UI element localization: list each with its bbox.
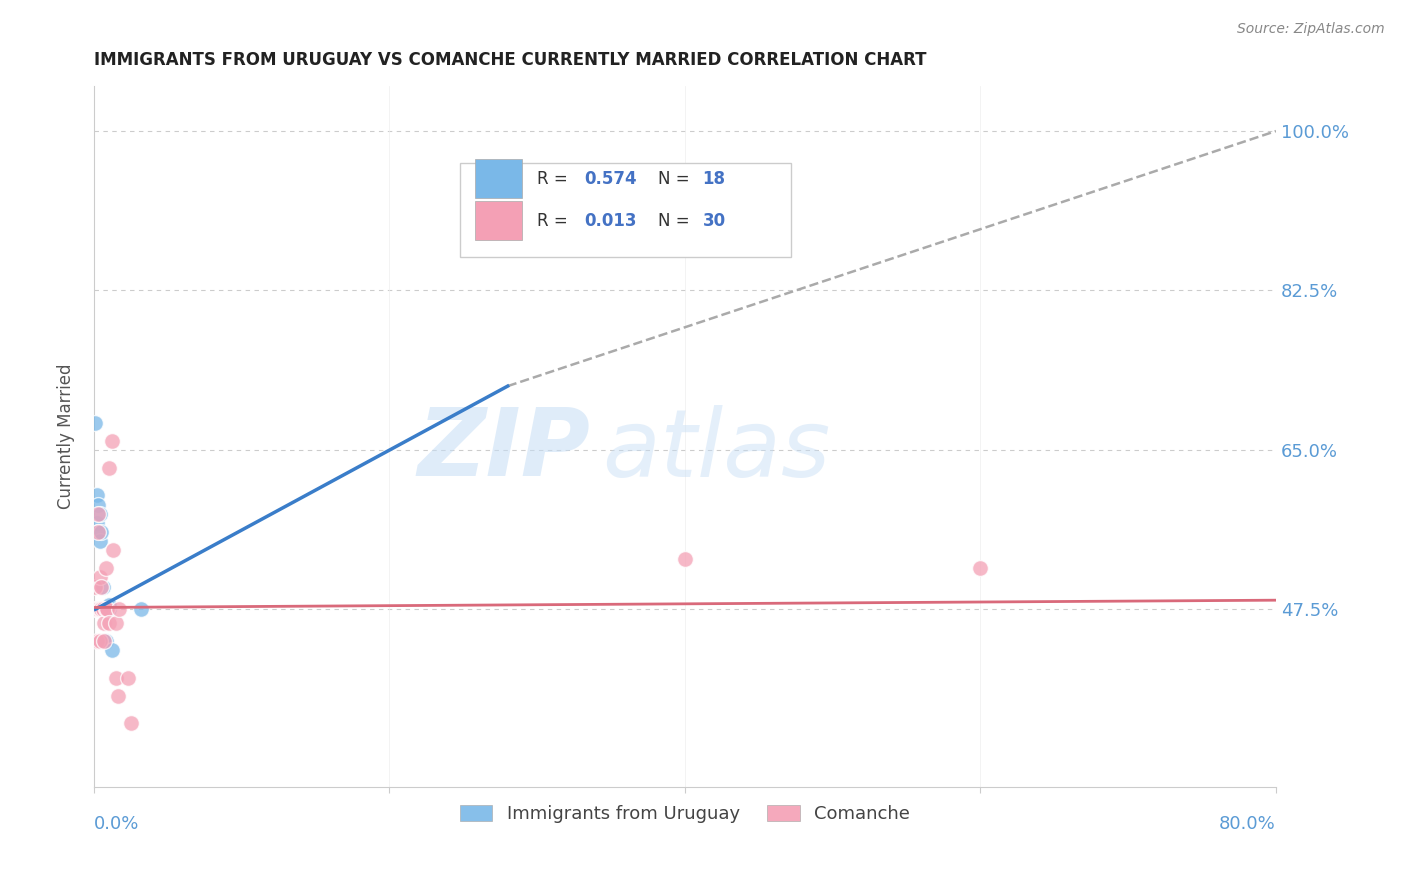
Point: [107, 689, 129, 703]
Point: [129, 602, 152, 616]
Text: 80.0%: 80.0%: [1219, 815, 1277, 833]
Point: [91, 580, 114, 594]
Point: [969, 561, 991, 575]
Text: R =: R =: [537, 169, 574, 188]
Point: [86, 634, 108, 648]
Text: 0.574: 0.574: [585, 169, 637, 188]
Point: [87, 602, 110, 616]
Point: [87, 524, 110, 539]
Legend: Immigrants from Uruguay, Comanche: Immigrants from Uruguay, Comanche: [453, 797, 917, 830]
Text: Source: ZipAtlas.com: Source: ZipAtlas.com: [1237, 22, 1385, 37]
Point: [94, 602, 117, 616]
Text: ZIP: ZIP: [418, 404, 591, 496]
Point: [87, 507, 110, 521]
Point: [84, 580, 107, 594]
Point: [97, 461, 120, 475]
Point: [100, 434, 122, 448]
Point: [120, 716, 142, 731]
Point: [117, 671, 139, 685]
Point: [89, 602, 111, 616]
Point: [94, 634, 117, 648]
Text: 30: 30: [703, 212, 725, 230]
Text: atlas: atlas: [602, 405, 831, 496]
Point: [93, 634, 115, 648]
Point: [97, 602, 120, 616]
FancyBboxPatch shape: [460, 162, 792, 258]
Text: IMMIGRANTS FROM URUGUAY VS COMANCHE CURRENTLY MARRIED CORRELATION CHART: IMMIGRANTS FROM URUGUAY VS COMANCHE CURR…: [94, 51, 927, 69]
Point: [87, 498, 110, 512]
Y-axis label: Currently Married: Currently Married: [58, 363, 75, 509]
Text: N =: N =: [658, 169, 695, 188]
Point: [93, 615, 115, 630]
Point: [87, 524, 110, 539]
Text: 0.0%: 0.0%: [94, 815, 139, 833]
Text: 18: 18: [703, 169, 725, 188]
Point: [93, 634, 115, 648]
Point: [105, 615, 128, 630]
Point: [90, 602, 112, 616]
Point: [100, 643, 122, 657]
FancyBboxPatch shape: [475, 159, 522, 198]
Point: [97, 598, 120, 612]
Point: [86, 488, 108, 502]
Point: [91, 602, 114, 616]
Point: [89, 533, 111, 548]
Text: R =: R =: [537, 212, 574, 230]
Point: [108, 602, 131, 616]
Point: [90, 524, 112, 539]
Point: [87, 602, 110, 616]
Point: [101, 543, 124, 558]
Point: [90, 602, 112, 616]
Point: [94, 561, 117, 575]
Point: [84, 602, 107, 616]
Point: [90, 580, 112, 594]
Text: 0.013: 0.013: [585, 212, 637, 230]
Point: [86, 516, 108, 530]
Point: [89, 570, 111, 584]
FancyBboxPatch shape: [475, 202, 522, 240]
Point: [97, 615, 120, 630]
Point: [84, 416, 107, 430]
Point: [105, 671, 128, 685]
Point: [86, 602, 108, 616]
Text: N =: N =: [658, 212, 695, 230]
Point: [89, 634, 111, 648]
Point: [91, 602, 114, 616]
Point: [89, 507, 111, 521]
Point: [96, 602, 118, 616]
Point: [673, 552, 696, 566]
